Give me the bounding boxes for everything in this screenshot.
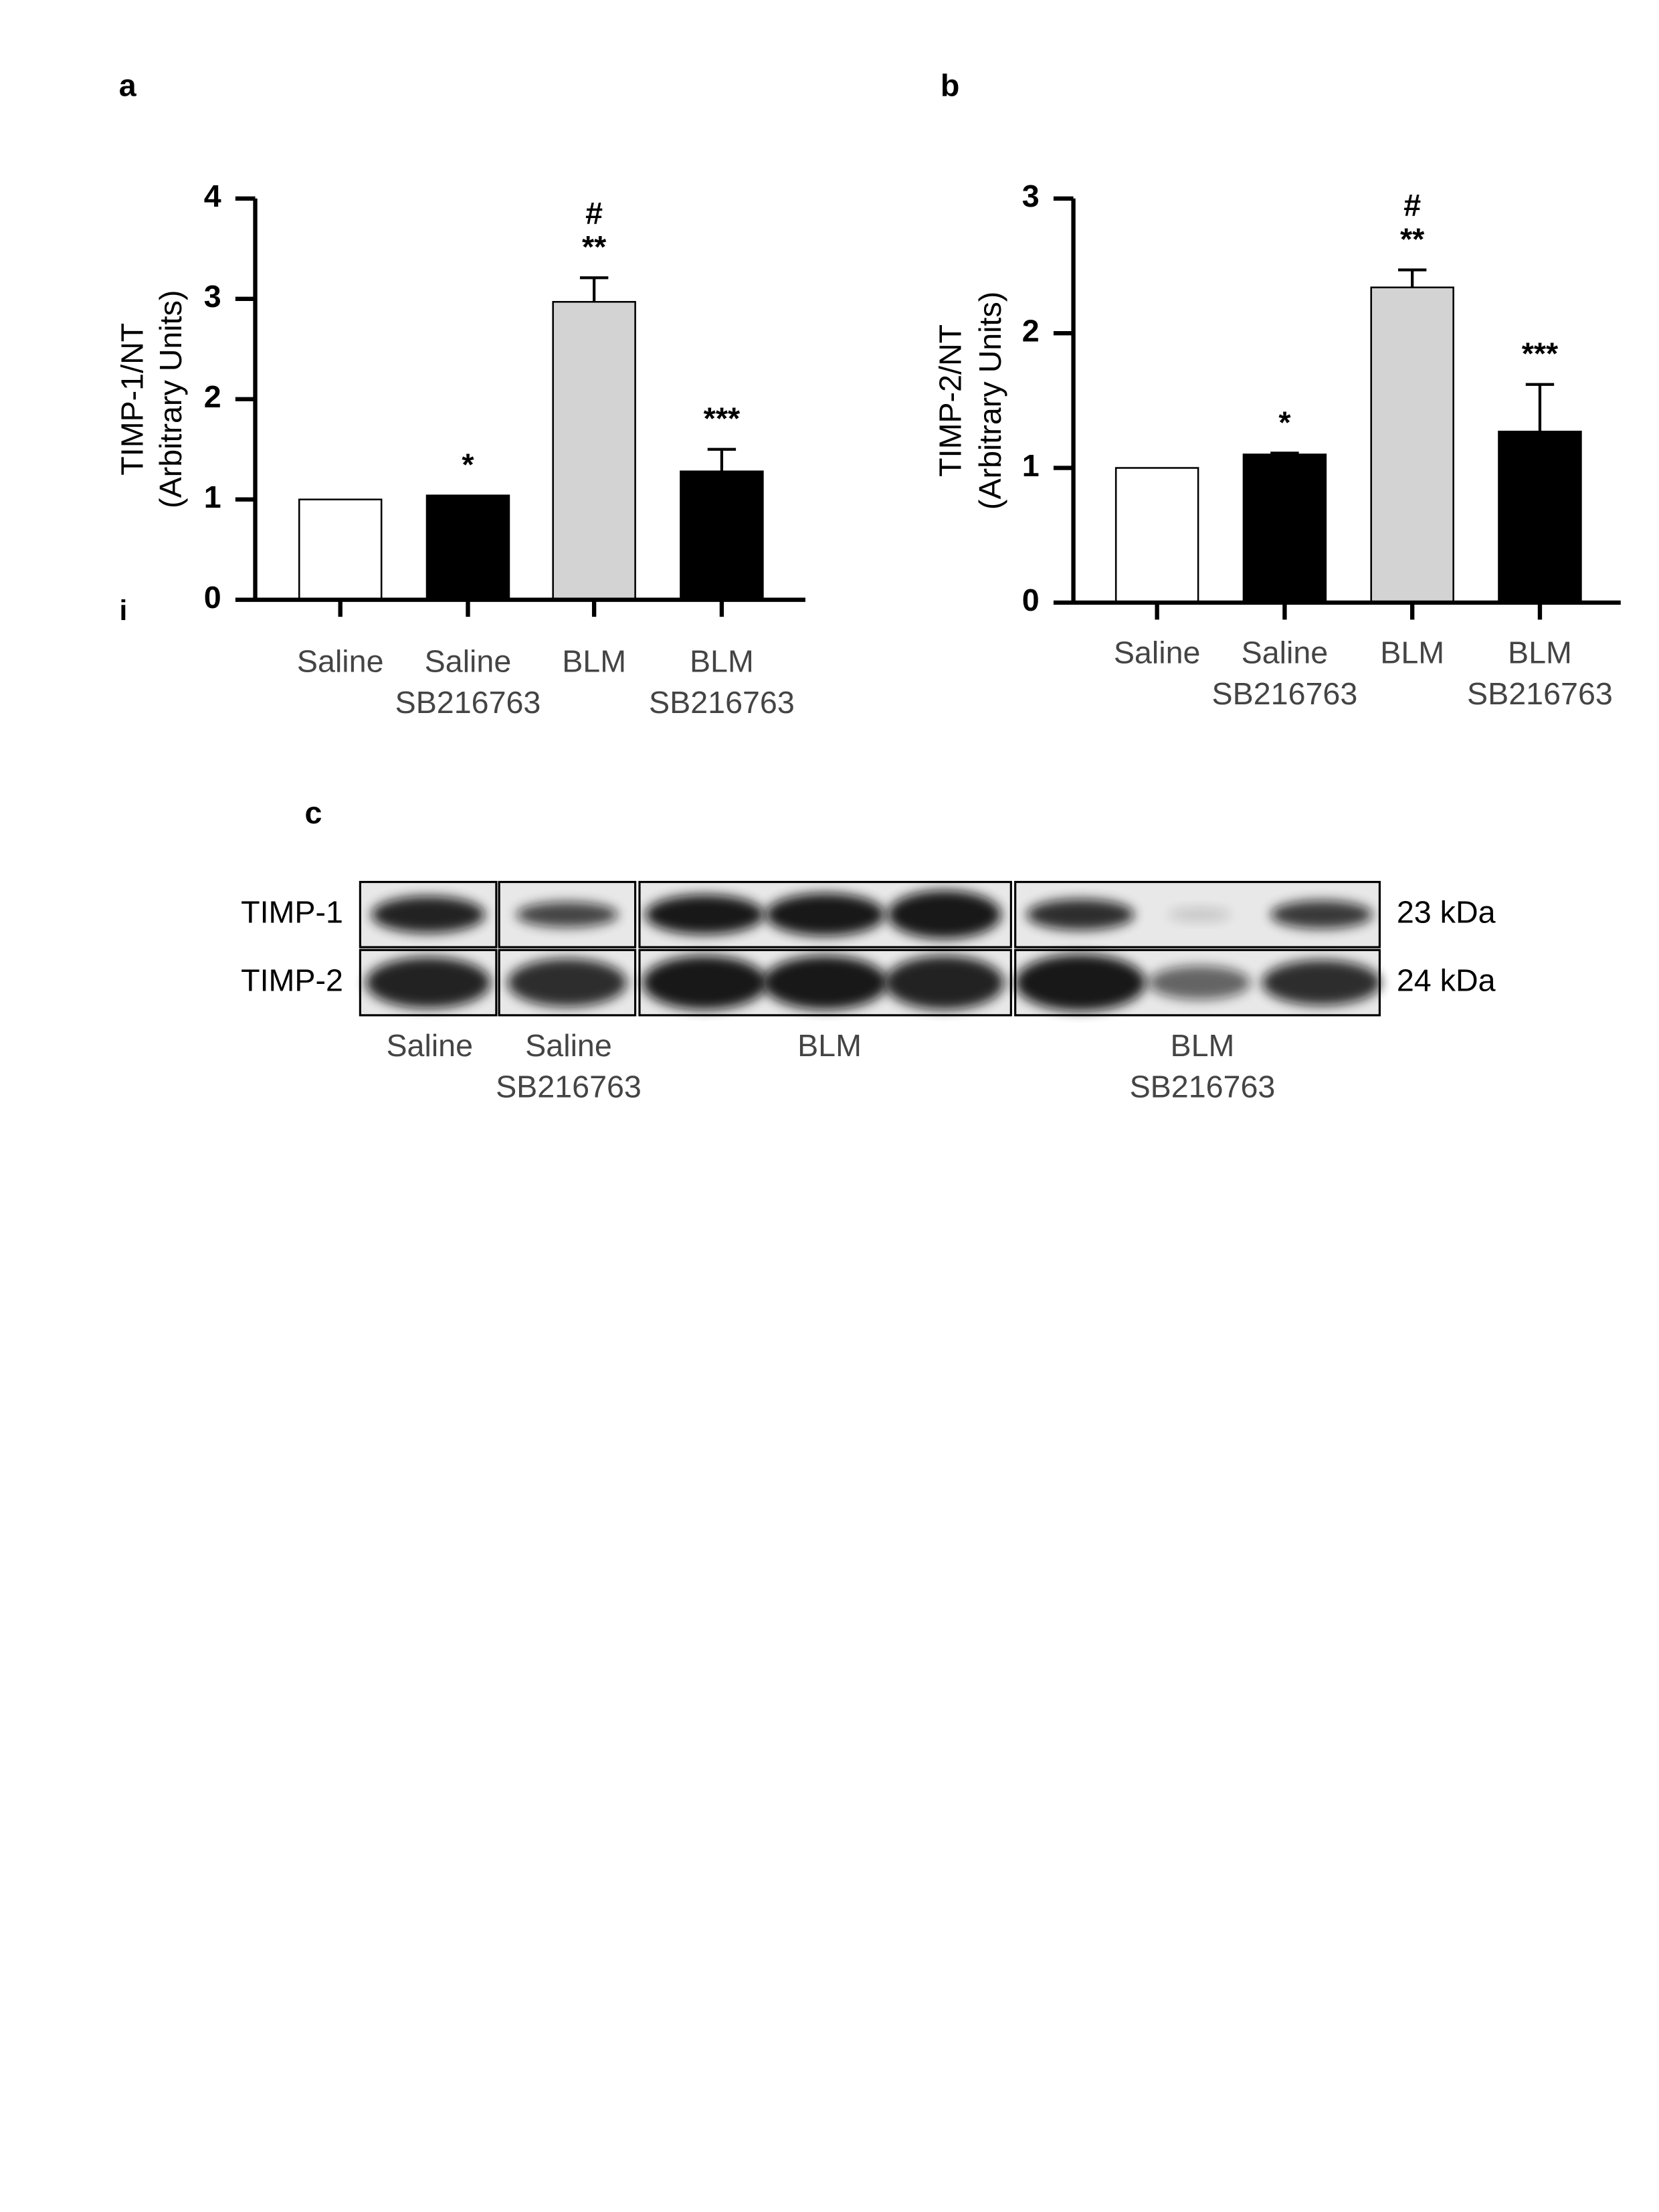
- group-label: Saline: [386, 1028, 473, 1063]
- panel-label: b: [941, 68, 959, 103]
- x-tick-label: SB216763: [395, 685, 541, 720]
- blot-band: [1168, 907, 1231, 922]
- y-tick-label: 2: [204, 379, 221, 414]
- blot-band: [516, 902, 619, 928]
- group-label: BLM: [1171, 1028, 1235, 1063]
- group-label: BLM: [797, 1028, 862, 1063]
- significance-label: ***: [1522, 336, 1559, 371]
- y-axis-label: TIMP-2/NT: [933, 324, 968, 477]
- group-label: SB216763: [496, 1069, 642, 1104]
- significance-label: **: [1400, 221, 1425, 256]
- y-axis-label: (Arbitrary Units): [153, 290, 188, 508]
- y-tick-label: 3: [1022, 179, 1040, 213]
- x-tick-label: Saline: [297, 643, 384, 678]
- y-tick-label: 1: [204, 480, 221, 514]
- bar: [1498, 430, 1582, 604]
- bar: [680, 470, 764, 601]
- y-tick-label: 0: [204, 580, 221, 615]
- blot-band: [763, 955, 888, 1010]
- x-tick-label: Saline: [1114, 635, 1201, 670]
- blot-band: [645, 894, 765, 934]
- blot-band: [1270, 900, 1373, 929]
- blot-band: [642, 955, 767, 1010]
- x-tick-label: SB216763: [1467, 676, 1613, 711]
- x-tick-label: SB216763: [1212, 676, 1358, 711]
- blot-band: [365, 957, 491, 1009]
- significance-label: #: [1403, 188, 1421, 223]
- bar: [298, 498, 383, 601]
- bar: [1242, 454, 1327, 604]
- bar: [425, 494, 510, 601]
- blot-band: [507, 959, 627, 1007]
- group-label: SB216763: [1130, 1069, 1276, 1104]
- x-tick-label: BLM: [1508, 635, 1572, 670]
- x-tick-label: Saline: [1242, 635, 1329, 670]
- y-tick-label: 3: [204, 279, 221, 314]
- x-tick-label: SB216763: [649, 685, 795, 720]
- row-label: TIMP-2: [241, 963, 343, 997]
- bar: [1114, 467, 1199, 604]
- blot-band: [884, 955, 1004, 1010]
- size-label: 23 kDa: [1397, 895, 1496, 930]
- x-tick-label: BLM: [562, 643, 626, 678]
- blot-band: [887, 890, 1001, 939]
- blot-band: [1262, 960, 1381, 1005]
- bar: [1370, 286, 1454, 604]
- significance-label: #: [585, 195, 603, 230]
- panel-label: a: [119, 68, 137, 103]
- bar: [552, 300, 636, 601]
- y-axis-label: (Arbitrary Units): [973, 292, 1007, 510]
- y-tick-label: 0: [1022, 583, 1040, 617]
- x-tick-label: BLM: [1380, 635, 1444, 670]
- blot-band: [765, 893, 885, 936]
- blot-band: [1148, 965, 1251, 1000]
- stray-label: i: [120, 595, 128, 626]
- blot-band: [371, 896, 485, 933]
- y-axis-label: TIMP-1/NT: [115, 323, 150, 476]
- row-label: TIMP-1: [241, 895, 343, 930]
- blot-band: [1015, 954, 1146, 1011]
- x-tick-label: Saline: [425, 643, 512, 678]
- significance-label: ***: [704, 401, 741, 436]
- blot-band: [1026, 898, 1135, 930]
- panel-label: c: [304, 795, 322, 830]
- significance-label: *: [1278, 405, 1291, 439]
- y-tick-label: 1: [1022, 448, 1040, 483]
- group-label: Saline: [525, 1028, 612, 1063]
- significance-label: **: [582, 229, 607, 264]
- x-tick-label: BLM: [690, 643, 754, 678]
- size-label: 24 kDa: [1397, 963, 1496, 997]
- y-tick-label: 2: [1022, 313, 1040, 348]
- significance-label: *: [462, 447, 474, 482]
- y-tick-label: 4: [204, 179, 221, 213]
